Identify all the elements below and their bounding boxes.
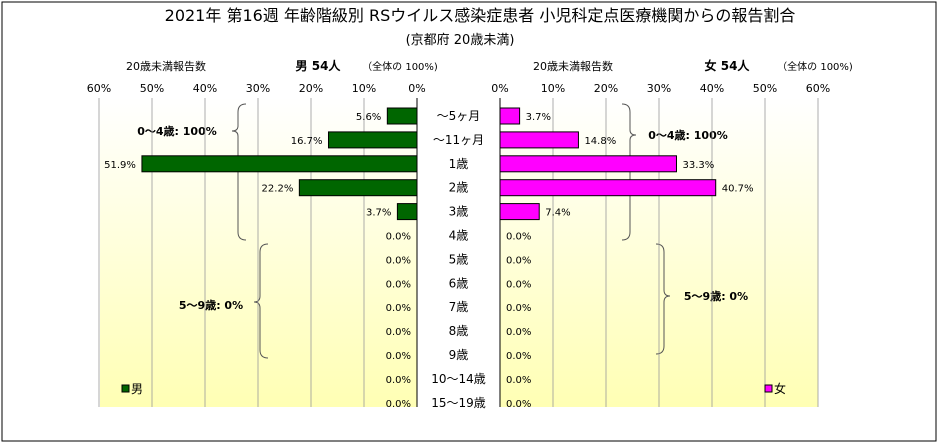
gridlines bbox=[98, 98, 819, 407]
female-data-label: 0.0% bbox=[506, 279, 531, 290]
category-label: 1歳 bbox=[449, 157, 469, 171]
female-bar bbox=[499, 179, 717, 197]
left-tick-label: 10% bbox=[352, 82, 376, 95]
female-data-label: 7.4% bbox=[545, 208, 570, 219]
female-data-label: 14.8% bbox=[584, 136, 616, 147]
female-data-label: 40.7% bbox=[722, 184, 754, 195]
data-labels: 5.6% 16.7% 51.9% 22.2% 3.7% 0.0% 0.0% 0.0% 0.0% 0… bbox=[104, 112, 753, 410]
male-data-label: 0.0% bbox=[386, 351, 411, 362]
left-series-header: 男 54人 bbox=[296, 58, 342, 73]
female-data-label: 0.0% bbox=[506, 375, 531, 386]
female-data-label: 0.0% bbox=[506, 255, 531, 266]
female-data-label: 0.0% bbox=[506, 232, 531, 243]
male-data-label: 0.0% bbox=[386, 303, 411, 314]
chart-title: 2021年 第16週 年齢階級別 RSウイルス感染症患者 小児科定点医療機関から… bbox=[165, 6, 796, 25]
category-label: 6歳 bbox=[449, 276, 469, 290]
category-label: 15～19歳 bbox=[431, 396, 486, 410]
female-legend-label: 女 bbox=[774, 381, 786, 396]
male-data-label: 3.7% bbox=[366, 208, 391, 219]
left-axis-label: 20歳未満報告数 bbox=[126, 60, 206, 73]
category-label: 3歳 bbox=[449, 205, 469, 219]
right-tick-label: 50% bbox=[753, 82, 777, 95]
right-tick-label: 20% bbox=[594, 82, 618, 95]
male-data-label: 0.0% bbox=[386, 232, 411, 243]
female-data-label: 0.0% bbox=[506, 327, 531, 338]
right-tick-label: 30% bbox=[647, 82, 671, 95]
male-data-label: 16.7% bbox=[291, 136, 323, 147]
male-bar bbox=[298, 179, 418, 197]
left-brace-5-9 bbox=[253, 243, 269, 359]
male-bar bbox=[396, 203, 418, 221]
right-group-label-0-4: 0～4歳: 100% bbox=[648, 128, 728, 142]
male-legend-label: 男 bbox=[131, 382, 143, 396]
left-tick-label: 40% bbox=[193, 82, 217, 95]
male-bar bbox=[386, 107, 418, 125]
chart-subtitle: (京都府 20歳未満) bbox=[406, 33, 515, 48]
left-group-label-5-9: 5～9歳: 0% bbox=[179, 298, 243, 312]
female-data-label: 33.3% bbox=[682, 160, 714, 171]
category-label: 5歳 bbox=[449, 252, 469, 266]
right-brace-0-4 bbox=[621, 103, 637, 241]
category-label: 2歳 bbox=[449, 181, 469, 195]
category-label: 4歳 bbox=[449, 229, 469, 243]
right-series-header: 女 54人 bbox=[705, 58, 751, 73]
male-data-label: 0.0% bbox=[386, 375, 411, 386]
category-label: 7歳 bbox=[449, 300, 469, 314]
female-data-label: 0.0% bbox=[506, 399, 531, 410]
male-data-label: 22.2% bbox=[262, 184, 294, 195]
bars bbox=[141, 107, 717, 221]
left-tick-label: 50% bbox=[140, 82, 164, 95]
category-labels: ～5ヶ月 ～11ヶ月 1歳 2歳 3歳 4歳 5歳 6歳 7歳 8歳 9歳 10～14歳 15～19歳 bbox=[431, 109, 486, 410]
male-data-label: 5.6% bbox=[356, 112, 381, 123]
right-tick-label: 0% bbox=[491, 82, 508, 95]
female-bar bbox=[499, 107, 521, 125]
male-data-label: 0.0% bbox=[386, 327, 411, 338]
category-label: ～5ヶ月 bbox=[437, 109, 481, 123]
female-legend-swatch bbox=[764, 384, 773, 393]
female-bar bbox=[499, 155, 677, 173]
female-data-label: 3.7% bbox=[526, 112, 551, 123]
male-legend-swatch bbox=[121, 384, 130, 393]
right-group-label-5-9: 5～9歳: 0% bbox=[684, 289, 748, 303]
category-label: 10～14歳 bbox=[431, 372, 486, 386]
left-tick-label: 30% bbox=[246, 82, 270, 95]
right-tick-label: 10% bbox=[541, 82, 565, 95]
female-bar bbox=[499, 203, 540, 221]
female-data-label: 0.0% bbox=[506, 303, 531, 314]
category-label: 9歳 bbox=[449, 348, 469, 362]
left-tick-label: 60% bbox=[87, 82, 111, 95]
female-data-label: 0.0% bbox=[506, 351, 531, 362]
male-data-label: 51.9% bbox=[104, 160, 136, 171]
male-bar bbox=[327, 131, 418, 149]
male-data-label: 0.0% bbox=[386, 399, 411, 410]
category-label: ～11ヶ月 bbox=[433, 133, 484, 147]
male-bar bbox=[141, 155, 418, 173]
x-tick-labels: 60% 50% 40% 30% 20% 10% 0% 0% 10% 20% 30% 40% 50% 60% bbox=[87, 82, 830, 95]
left-tick-label: 20% bbox=[299, 82, 323, 95]
left-series-note: （全体の 100%) bbox=[362, 60, 438, 73]
female-bar bbox=[499, 131, 579, 149]
right-axis-label: 20歳未満報告数 bbox=[533, 60, 613, 73]
legend: 男女 bbox=[121, 381, 786, 396]
left-tick-label: 0% bbox=[408, 82, 425, 95]
male-data-label: 0.0% bbox=[386, 279, 411, 290]
right-brace-5-9 bbox=[655, 243, 671, 355]
male-data-label: 0.0% bbox=[386, 255, 411, 266]
right-tick-label: 60% bbox=[806, 82, 830, 95]
category-label: 8歳 bbox=[449, 324, 469, 338]
right-tick-label: 40% bbox=[700, 82, 724, 95]
right-series-note: （全体の 100%) bbox=[777, 60, 853, 73]
left-group-label-0-4: 0～4歳: 100% bbox=[137, 124, 217, 138]
left-brace-0-4 bbox=[231, 103, 247, 241]
